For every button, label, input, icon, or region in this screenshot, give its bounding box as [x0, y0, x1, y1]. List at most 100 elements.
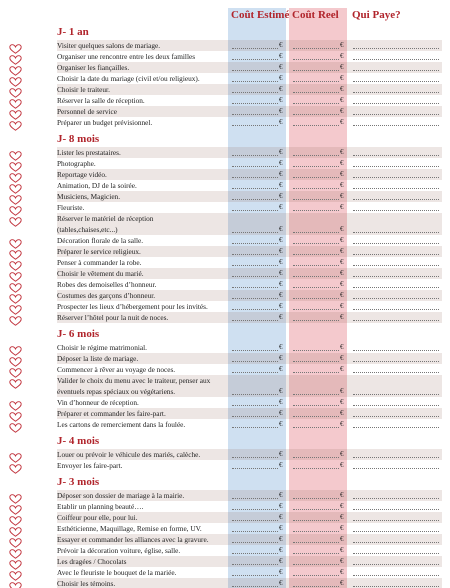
dotted-line: [293, 575, 339, 576]
item-text: Esthéticienne, Maquillage, Remise en for…: [57, 524, 202, 533]
dotted-line: [353, 416, 439, 417]
heart-icon: [9, 85, 22, 98]
currency-sign: €: [340, 557, 344, 565]
checklist-row: Réserver l’hôtel pour la nuit de noces. €…: [0, 312, 450, 323]
section-title: J- 8 mois: [57, 133, 100, 145]
dotted-line: [353, 232, 439, 233]
currency-sign: €: [340, 420, 344, 428]
checklist-row: Robes des demoiselles d’honneur. € €: [0, 279, 450, 290]
dotted-line: [353, 114, 439, 115]
heart-shape: [9, 571, 22, 581]
heart-shape: [9, 110, 22, 120]
currency-sign: €: [340, 96, 344, 104]
heart-shape: [9, 283, 22, 293]
heart-icon: [9, 535, 22, 548]
currency-sign: €: [279, 258, 283, 266]
dotted-line: [353, 125, 439, 126]
heart-shape: [9, 99, 22, 109]
checklist-row: Organiser les fiançailles. € €: [0, 62, 450, 73]
dotted-line: [232, 586, 278, 587]
heart-icon: [9, 41, 22, 54]
item-text: Prospecter les lieux d’hébergement pour …: [57, 302, 208, 311]
heart-icon: [9, 63, 22, 76]
item-text: Réserver le matériel de réception: [57, 214, 154, 223]
currency-sign: €: [279, 398, 283, 406]
dotted-line: [353, 309, 439, 310]
item-text: Visiter quelques salons de mariage.: [57, 41, 161, 50]
dotted-line: [293, 265, 339, 266]
row-shading: [57, 449, 442, 460]
heart-icon: [9, 546, 22, 559]
dotted-line: [293, 70, 339, 71]
dotted-line: [232, 298, 278, 299]
currency-sign: €: [340, 85, 344, 93]
currency-sign: €: [340, 513, 344, 521]
currency-sign: €: [340, 52, 344, 60]
item-text: Préparer le service religieux.: [57, 247, 141, 256]
heart-icon: [9, 192, 22, 205]
item-text: Choisir la date du mariage (civil et/ou …: [57, 74, 200, 83]
section-title: J- 6 mois: [57, 328, 100, 340]
real-header: Coût Reel: [292, 9, 339, 21]
heart-icon: [9, 118, 22, 131]
dotted-line: [353, 553, 439, 554]
heart-shape: [9, 151, 22, 161]
dotted-line: [353, 92, 439, 93]
currency-sign: €: [279, 41, 283, 49]
heart-icon: [9, 74, 22, 87]
currency-sign: €: [340, 247, 344, 255]
currency-sign: €: [340, 280, 344, 288]
dotted-line: [353, 199, 439, 200]
currency-sign: €: [279, 313, 283, 321]
dotted-line: [353, 320, 439, 321]
dotted-line: [232, 564, 278, 565]
currency-sign: €: [340, 450, 344, 458]
heart-icon: [9, 354, 22, 367]
heart-icon: [9, 398, 22, 411]
estimate-header: Coût Estimé: [231, 9, 290, 21]
checklist-row: Essayer et commander les alliances avec …: [0, 534, 450, 545]
checklist-row: Choisir la date du mariage (civil et/ou …: [0, 73, 450, 84]
heart-shape: [9, 261, 22, 271]
heart-icon: [9, 302, 22, 315]
dotted-line: [293, 564, 339, 565]
heart-icon: [9, 181, 22, 194]
dotted-line: [232, 254, 278, 255]
heart-icon: [9, 491, 22, 504]
checklist-row: Préparer et commander les faire-part. € €: [0, 408, 450, 419]
dotted-line: [293, 243, 339, 244]
currency-sign: €: [279, 96, 283, 104]
currency-sign: €: [340, 192, 344, 200]
dotted-line: [232, 531, 278, 532]
item-text: Choisir le traiteur.: [57, 85, 110, 94]
checklist-row: Personnel de service € €: [0, 106, 450, 117]
currency-sign: €: [340, 302, 344, 310]
currency-sign: €: [340, 107, 344, 115]
item-text: Vin d’honneur de réception.: [57, 398, 139, 407]
dotted-line: [293, 254, 339, 255]
dotted-line: [353, 48, 439, 49]
currency-sign: €: [279, 291, 283, 299]
heart-shape: [9, 66, 22, 76]
heart-shape: [9, 346, 22, 356]
currency-sign: €: [279, 513, 283, 521]
item-text: Réserver l’hôtel pour la nuit de noces.: [57, 313, 169, 322]
item-text: Costumes des garçons d’honneur.: [57, 291, 156, 300]
heart-icon: [9, 524, 22, 537]
checklist-row: Déposer la liste de mariage. € €: [0, 353, 450, 364]
dotted-line: [293, 361, 339, 362]
heart-shape: [9, 173, 22, 183]
dotted-line: [232, 243, 278, 244]
currency-sign: €: [279, 148, 283, 156]
item-text: Avec le fleuriste le bouquet de la marié…: [57, 568, 177, 577]
dotted-line: [232, 48, 278, 49]
dotted-line: [232, 405, 278, 406]
row-shading: [57, 534, 442, 545]
dotted-line: [353, 457, 439, 458]
item-text: Préparer et commander les faire-part.: [57, 409, 166, 418]
dotted-line: [293, 457, 339, 458]
currency-sign: €: [279, 302, 283, 310]
dotted-line: [232, 509, 278, 510]
checklist-row: Avec le fleuriste le bouquet de la marié…: [0, 567, 450, 578]
row-shading: [57, 290, 442, 301]
